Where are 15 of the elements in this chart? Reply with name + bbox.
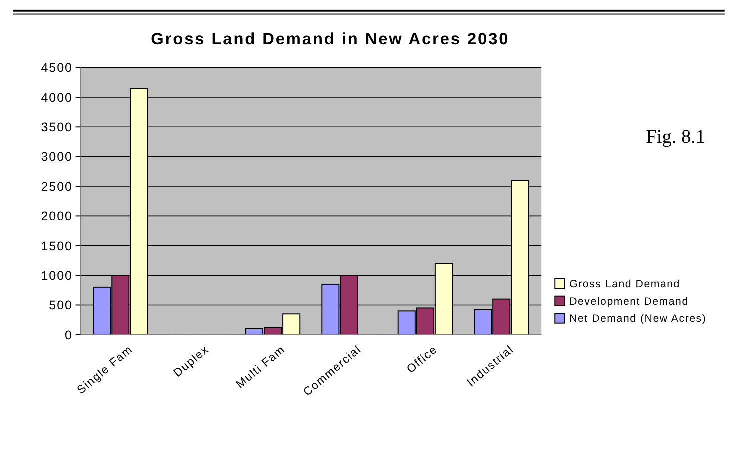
y-tick-label: 4500 [41,61,73,76]
y-tick-label: 3500 [41,120,73,135]
y-tick-label: 1000 [41,268,73,283]
y-tick-label: 2000 [41,210,73,224]
y-tick-label: 2500 [41,180,73,194]
y-tick-label: 4000 [41,90,73,105]
y-tick-label: 1500 [41,239,73,254]
y-tick-label: 500 [49,298,73,313]
y-tick-label: 3000 [41,150,73,164]
caption: Fig. 8.1 [646,127,706,148]
legend-label: Net Demand (New Acres) [570,313,707,326]
y-tick-label: 0 [65,328,73,342]
legend-label: Development Demand [570,296,689,308]
chart-title: Gross Land Demand in New Acres 2030 [151,30,510,49]
legend-label: Gross Land Demand [570,278,680,291]
